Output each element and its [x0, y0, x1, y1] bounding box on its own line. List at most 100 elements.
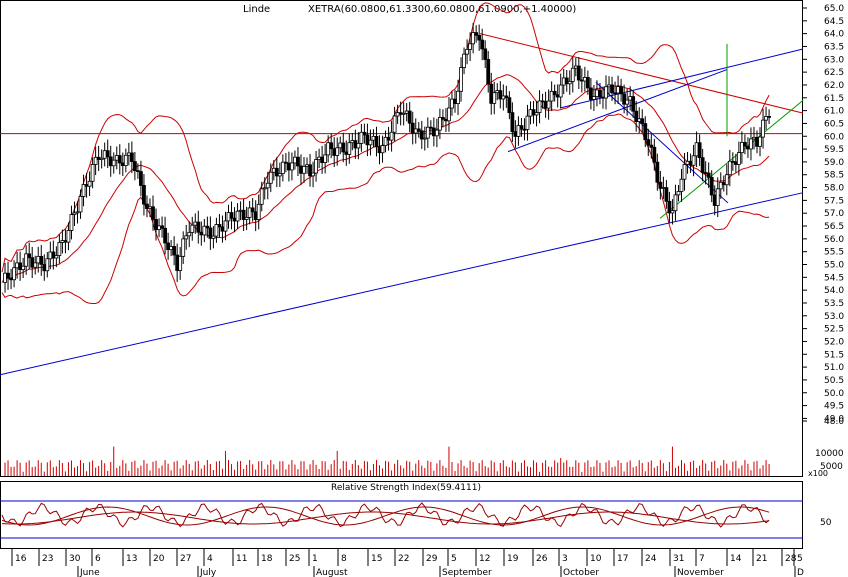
rsi-title: Relative Strength Index(59.4111): [331, 483, 481, 493]
candle-body: [613, 92, 617, 95]
y-tick-label: 63.5: [824, 42, 844, 52]
candle-body: [749, 138, 753, 150]
x-day-tick-label: 6: [95, 554, 101, 564]
candle-body: [652, 146, 657, 163]
candle-body: [368, 139, 373, 146]
x-day-tick-label: 16: [15, 554, 27, 564]
candle-body: [108, 156, 113, 167]
y-tick-label: 62.5: [824, 68, 844, 78]
candle-body: [389, 131, 394, 141]
y-tick-label: 64.5: [824, 17, 844, 27]
x-month-label: July: [199, 568, 217, 577]
rsi-line: [1, 502, 770, 528]
candle-body: [117, 155, 122, 164]
candle-body: [214, 224, 219, 237]
y-tick-label: 55.5: [824, 248, 844, 258]
candle-body: [616, 86, 620, 94]
candle-body: [619, 86, 623, 95]
candle-body: [655, 161, 660, 183]
candle-body: [184, 235, 189, 240]
candle-body: [356, 142, 361, 149]
candle-body: [495, 90, 500, 94]
y-tick-label: 56.0: [824, 235, 844, 245]
candle-body: [628, 96, 633, 101]
candle-body: [456, 90, 460, 104]
candle-body: [444, 118, 448, 122]
y-tick-label: 58.0: [824, 184, 844, 194]
volume-bars: [4, 446, 770, 476]
candle-body: [607, 84, 611, 88]
y-tick-label: 54.5: [824, 273, 844, 283]
x-day-tick-label: 23: [42, 554, 53, 564]
candle-body: [425, 126, 430, 139]
candle-body: [205, 225, 210, 229]
candle-body: [676, 191, 681, 196]
candle-body: [646, 139, 651, 146]
candle-body: [380, 145, 385, 154]
candle-body: [265, 182, 270, 189]
x-day-tick-label: 18: [261, 554, 273, 564]
x-day-tick-label: 24: [645, 554, 657, 564]
x-day-tick-label: 26: [536, 554, 548, 564]
candle-body: [471, 32, 476, 45]
candle-body: [3, 272, 7, 283]
x-day-tick-label: 28: [785, 554, 797, 564]
x-day-tick-label: 14: [730, 554, 742, 564]
candle-body: [332, 148, 337, 156]
x-day-tick-label: 1: [312, 554, 318, 564]
y-tick-label: 63.0: [824, 55, 844, 65]
candle-body: [33, 262, 38, 268]
candle-body: [87, 180, 92, 187]
candle-body: [712, 194, 717, 206]
candle-body: [755, 136, 759, 147]
candle-body: [15, 262, 20, 269]
candle-body: [84, 184, 89, 187]
candle-body: [422, 137, 427, 140]
candle-body: [66, 230, 71, 243]
candle-body: [685, 160, 690, 165]
candle-body: [465, 49, 469, 55]
candle-body: [736, 152, 741, 165]
candle-body: [386, 136, 391, 141]
candle-body: [90, 164, 95, 182]
candle-body: [253, 211, 258, 220]
candle-body: [129, 152, 134, 162]
candle-body: [311, 172, 315, 177]
y-tick-label: 62.0: [824, 81, 844, 91]
candle-body: [250, 207, 255, 213]
candle-body: [558, 84, 563, 98]
candle-body: [431, 127, 436, 137]
candle-body: [299, 165, 303, 174]
candle-body: [579, 79, 584, 82]
candle-body: [286, 162, 291, 171]
y-tick-label: 58.5: [824, 171, 844, 181]
candle-body: [637, 118, 642, 122]
x-day-tick-label: 25: [289, 554, 300, 564]
candle-body: [18, 262, 23, 271]
volume-tick-10000: 10000: [815, 449, 844, 459]
y-tick-label: 49.5: [824, 402, 844, 412]
candle-body: [36, 255, 41, 264]
candle-body: [552, 90, 557, 96]
candle-body: [528, 109, 533, 117]
candle-body: [181, 238, 186, 257]
candle-body: [72, 212, 77, 215]
x-day-tick-label: 30: [69, 554, 81, 564]
candle-body: [706, 172, 711, 178]
volume-unit-label: x100: [808, 469, 828, 478]
y-tick-label: 50.0: [824, 389, 844, 399]
candle-body: [256, 203, 261, 220]
candle-body: [519, 125, 524, 130]
candle-body: [543, 101, 548, 109]
candle-body: [598, 89, 602, 98]
candle-body: [688, 160, 693, 166]
bollinger-upper-line: [1, 2, 770, 273]
candle-body: [453, 98, 457, 104]
candle-body: [317, 156, 322, 160]
candle-body: [468, 43, 473, 50]
y-tick-label: 60.0: [824, 132, 844, 142]
candle-body: [9, 277, 13, 281]
y-tick-label: 60.5: [824, 119, 844, 129]
y-tick-label: 64.0: [824, 30, 844, 40]
y-tick-label: 52.0: [824, 337, 844, 347]
